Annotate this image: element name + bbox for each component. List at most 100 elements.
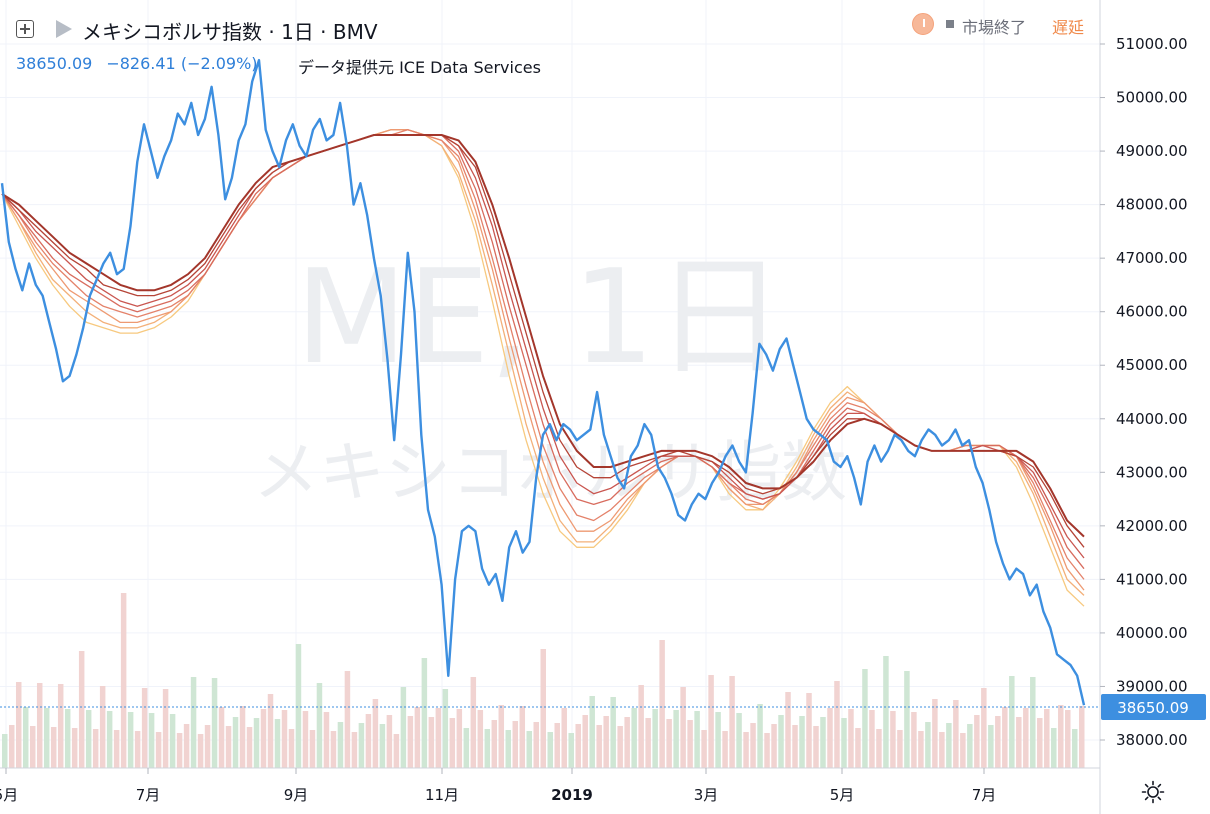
volume-bar bbox=[666, 719, 672, 768]
volume-bar bbox=[575, 724, 581, 768]
volume-bar bbox=[799, 716, 805, 768]
volume-bar bbox=[785, 692, 791, 768]
volume-bar bbox=[1058, 705, 1064, 768]
volume-bar bbox=[827, 708, 833, 768]
volume-bar bbox=[379, 724, 386, 768]
x-tick-label: 7月 bbox=[136, 786, 161, 804]
price-change: −826.41 (−2.09%) bbox=[106, 54, 258, 73]
y-tick-label: 38000.00 bbox=[1116, 731, 1188, 749]
volume-bar bbox=[498, 705, 505, 768]
volume-bar bbox=[890, 711, 896, 768]
volume-bar bbox=[442, 689, 449, 768]
volume-bar bbox=[134, 731, 141, 768]
chart-title[interactable]: メキシコボルサ指数 · 1日 · BMV bbox=[82, 20, 378, 44]
x-tick-label: 7月 bbox=[972, 786, 997, 804]
volume-bar bbox=[736, 713, 742, 768]
settings-icon[interactable] bbox=[1141, 780, 1165, 804]
volume-bar bbox=[281, 710, 288, 768]
volume-bar bbox=[694, 711, 700, 768]
volume-bar bbox=[561, 708, 567, 768]
volume-bar bbox=[302, 711, 309, 768]
delay-badge[interactable]: 遅延 bbox=[1052, 18, 1085, 37]
volume-bar bbox=[813, 726, 819, 768]
volume-bar bbox=[190, 677, 197, 768]
volume-bar bbox=[428, 717, 435, 768]
volume-bar bbox=[659, 640, 665, 768]
volume-bar bbox=[414, 707, 421, 768]
volume-bar bbox=[540, 649, 546, 768]
price-axis[interactable]: 51000.00 50000.00 49000.00 48000.00 47000.00… bbox=[1100, 35, 1188, 749]
volume-bar bbox=[680, 687, 686, 768]
volume-bar bbox=[722, 731, 728, 768]
volume-bar bbox=[22, 707, 29, 768]
volume-bar bbox=[631, 708, 637, 768]
y-tick-label: 51000.00 bbox=[1116, 35, 1188, 53]
volume-bar bbox=[911, 712, 917, 768]
volume-bar bbox=[1079, 706, 1085, 768]
volume-bar bbox=[603, 716, 609, 768]
volume-bar bbox=[610, 697, 616, 768]
price-label-bg bbox=[1101, 694, 1206, 720]
y-tick-label: 49000.00 bbox=[1116, 142, 1188, 160]
y-tick-label: 39000.00 bbox=[1116, 677, 1188, 695]
last-price: 38650.09 bbox=[16, 54, 93, 73]
volume-bar bbox=[876, 729, 882, 768]
y-tick-label: 47000.00 bbox=[1116, 249, 1188, 267]
volume-bar bbox=[421, 658, 428, 768]
volume-bar bbox=[344, 671, 351, 768]
volume-bar bbox=[568, 733, 574, 768]
volume-bar bbox=[246, 727, 253, 768]
volume-bar bbox=[848, 709, 854, 768]
time-axis[interactable]: 5月 7月 9月 11月 2019 3月 5月 7月 bbox=[0, 768, 996, 804]
volume-bar bbox=[232, 717, 239, 768]
y-tick-label: 41000.00 bbox=[1116, 570, 1188, 588]
volume-bar bbox=[463, 728, 470, 768]
volume-bar bbox=[288, 729, 295, 768]
volume-bar bbox=[239, 706, 246, 768]
volume-bar bbox=[547, 732, 553, 768]
x-tick-label: 5月 bbox=[830, 786, 855, 804]
volume-bar bbox=[183, 724, 190, 768]
x-tick-label: 2019 bbox=[551, 786, 593, 804]
watermark: ME, 1日 メキシコボルサ指数 bbox=[253, 241, 847, 511]
volume-bar bbox=[918, 731, 924, 768]
volume-bar bbox=[323, 712, 330, 768]
x-tick-label: 5月 bbox=[0, 786, 18, 804]
x-tick-label: 11月 bbox=[425, 786, 459, 804]
volume-bar bbox=[624, 717, 630, 768]
add-symbol-icon[interactable] bbox=[16, 20, 34, 38]
volume-bar bbox=[309, 730, 316, 768]
volume-bar bbox=[841, 718, 847, 768]
volume-bar bbox=[953, 700, 959, 768]
volume-bar bbox=[148, 713, 155, 768]
volume-bar bbox=[925, 722, 931, 768]
ema-line bbox=[1, 134, 1085, 538]
volume-bar bbox=[274, 719, 281, 768]
y-tick-label: 40000.00 bbox=[1116, 624, 1188, 642]
volume-bar bbox=[967, 724, 973, 768]
flag-icon[interactable] bbox=[56, 20, 72, 38]
volume-bar bbox=[687, 720, 693, 768]
volume-bar bbox=[260, 709, 267, 768]
ema-ribbon bbox=[1, 129, 1085, 607]
volume-bar bbox=[820, 717, 826, 768]
volume-bar bbox=[29, 726, 36, 768]
watermark-line1: ME, 1日 bbox=[295, 241, 785, 393]
y-tick-label: 48000.00 bbox=[1116, 196, 1188, 214]
volume-bar bbox=[253, 718, 260, 768]
price-series bbox=[0, 58, 1086, 706]
volume-bar bbox=[351, 732, 358, 768]
volume-bar bbox=[554, 723, 560, 768]
volume-bar bbox=[778, 715, 784, 768]
volume-bar bbox=[834, 681, 840, 768]
volume-bar bbox=[806, 693, 812, 768]
volume-bar bbox=[645, 718, 651, 768]
volume-bar bbox=[197, 734, 204, 768]
volume-bar bbox=[71, 728, 78, 768]
volume-bar bbox=[85, 710, 92, 768]
volume-bar bbox=[400, 687, 407, 768]
info-icon[interactable] bbox=[912, 13, 934, 35]
volume-bar bbox=[8, 725, 15, 768]
volume-bar bbox=[449, 718, 456, 768]
